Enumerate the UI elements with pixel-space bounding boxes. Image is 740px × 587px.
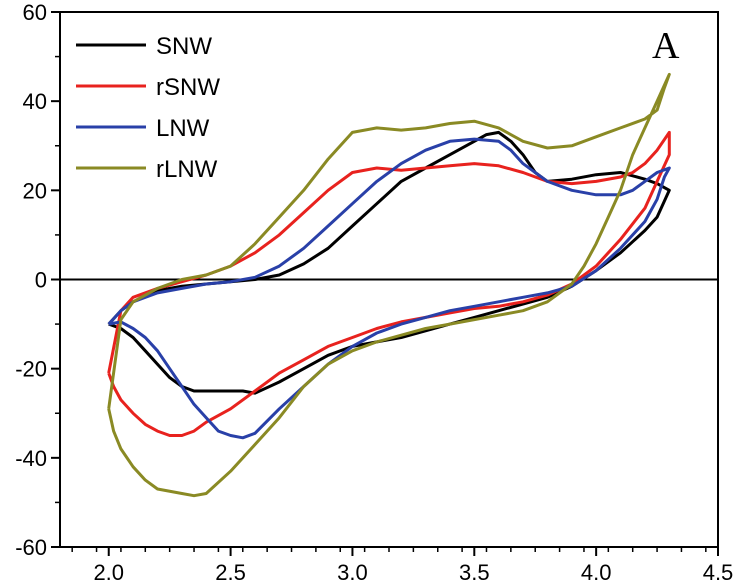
- plot-area: [60, 72, 718, 498]
- x-tick-label: 4.0: [581, 560, 612, 585]
- y-tick-label: -60: [15, 535, 47, 560]
- x-tick-label: 2.5: [215, 560, 246, 585]
- series-line-lnw: [107, 137, 671, 440]
- y-tick-label: 40: [23, 89, 47, 114]
- series-line-rlnw: [107, 72, 671, 498]
- legend: SNW rSNW LNW rLNW: [76, 33, 220, 183]
- legend-label-rlnw: rLNW: [156, 156, 218, 183]
- x-tick-label: 3.0: [337, 560, 368, 585]
- y-tick-label: -40: [15, 446, 47, 471]
- y-tick-label: 0: [35, 268, 47, 293]
- x-tick-label: 2.0: [93, 560, 124, 585]
- legend-label-snw: SNW: [156, 33, 212, 60]
- axes: 2.0 2.5 3.0 3.5 4.0 4.5 -60 -40 -20 0 20 40 60: [15, 0, 733, 585]
- legend-label-lnw: LNW: [156, 115, 210, 142]
- x-tick-label: 4.5: [703, 560, 734, 585]
- series-line-snw: [107, 130, 671, 395]
- panel-label: A: [652, 25, 680, 67]
- y-tick-label: 60: [23, 0, 47, 25]
- x-tick-label: 3.5: [459, 560, 490, 585]
- legend-label-rsnw: rSNW: [156, 74, 220, 101]
- y-tick-label: -20: [15, 357, 47, 382]
- y-tick-label: 20: [23, 178, 47, 203]
- series-line-rsnw: [107, 130, 671, 437]
